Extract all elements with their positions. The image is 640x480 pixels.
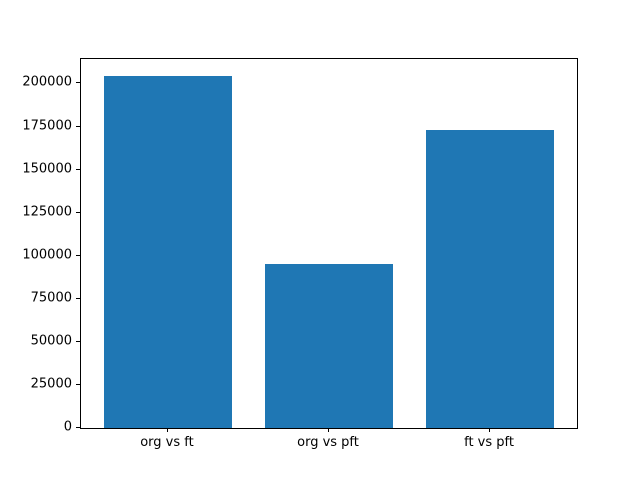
- y-tick-label: 100000: [22, 247, 72, 263]
- bar-ft-vs-pft: [425, 129, 555, 428]
- x-tick-label: ft vs pft: [464, 435, 514, 450]
- y-tick-label: 175000: [22, 118, 72, 134]
- y-tick-mark: [76, 211, 80, 213]
- y-tick-label: 25000: [30, 376, 72, 392]
- y-tick-mark: [76, 383, 80, 385]
- y-tick-mark: [76, 82, 80, 84]
- x-tick-label: org vs pft: [297, 435, 359, 450]
- x-tick-mark: [328, 428, 329, 432]
- y-tick-label: 150000: [22, 161, 72, 177]
- y-tick-label: 75000: [30, 290, 72, 306]
- y-tick-mark: [76, 125, 80, 127]
- x-tick-mark: [166, 428, 168, 432]
- y-tick-mark: [76, 427, 80, 428]
- y-tick-label: 200000: [22, 74, 72, 90]
- bar-org-vs-ft: [103, 75, 233, 428]
- plot-area: [80, 58, 578, 429]
- y-tick-mark: [76, 254, 80, 256]
- y-tick-mark: [76, 168, 80, 170]
- y-tick-label: 125000: [22, 204, 72, 220]
- y-tick-label: 50000: [30, 333, 72, 349]
- y-tick-mark: [76, 340, 80, 342]
- y-tick-label: 0: [63, 419, 72, 435]
- x-tick-label: org vs ft: [140, 435, 194, 450]
- x-tick-mark: [489, 428, 491, 432]
- y-tick-mark: [76, 297, 80, 299]
- bar-org-vs-pft: [264, 264, 394, 428]
